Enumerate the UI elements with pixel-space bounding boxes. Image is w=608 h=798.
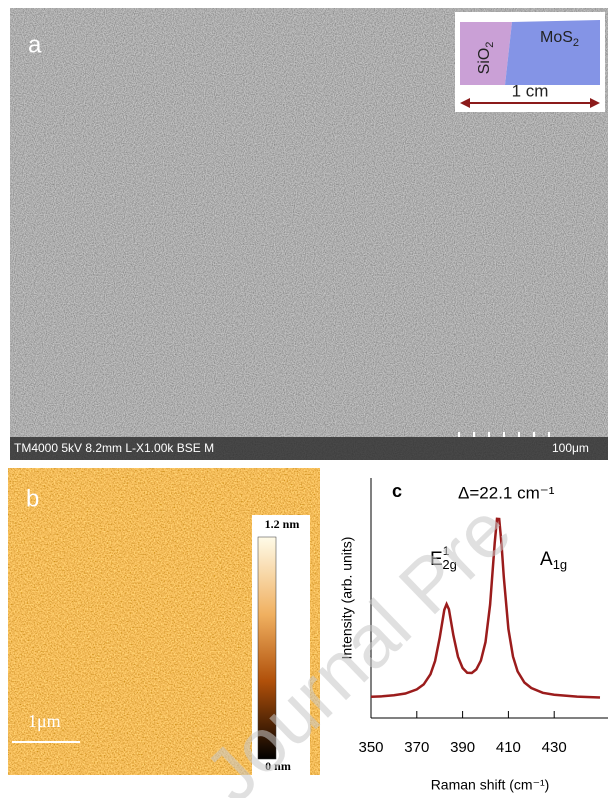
scale-bar-label: 1μm xyxy=(28,711,61,731)
figure: a TM4000 5kV 8.2mm L-X1.00k BSE M 100μm … xyxy=(0,0,608,798)
x-tick-label: 430 xyxy=(542,739,567,756)
panel-label: b xyxy=(26,485,39,512)
info-bar: TM4000 5kV 8.2mm L-X1.00k BSE M xyxy=(14,441,214,455)
panel-label: a xyxy=(28,31,42,58)
x-tick-label: 390 xyxy=(450,739,475,756)
x-axis-label: Raman shift (cm⁻¹) xyxy=(431,777,550,793)
inset-dimension: 1 cm xyxy=(512,81,549,100)
peak-label: A1g xyxy=(540,549,567,572)
colorbar-max: 1.2 nm xyxy=(265,517,300,531)
panel-label: c xyxy=(392,481,402,501)
scale-bar-label: 100μm xyxy=(552,441,589,455)
x-tick-label: 410 xyxy=(496,739,521,756)
x-tick-label: 350 xyxy=(358,739,383,756)
x-tick-label: 370 xyxy=(404,739,429,756)
